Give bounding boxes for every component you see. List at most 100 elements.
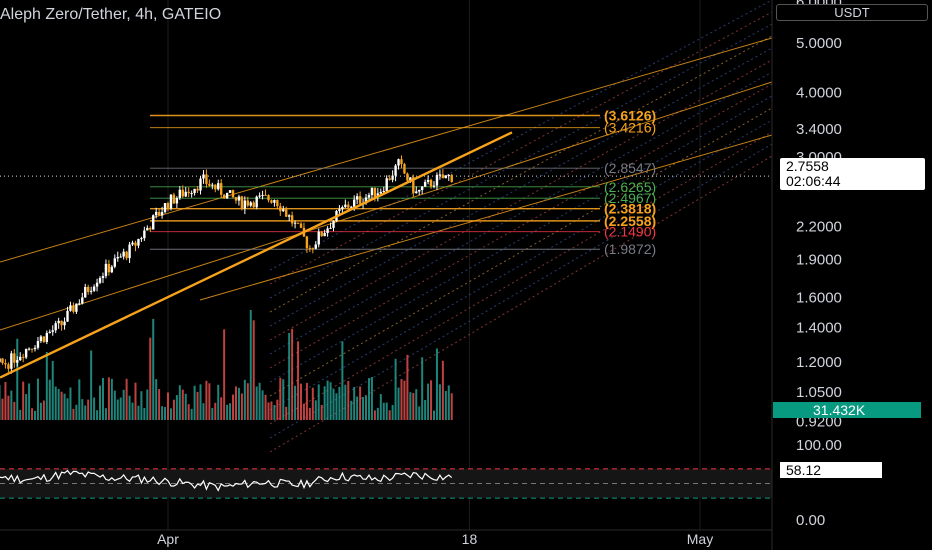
- volume-bar: [16, 338, 19, 420]
- candle-body: [51, 330, 54, 332]
- candle-body: [125, 251, 128, 259]
- volume-bar: [427, 383, 430, 420]
- fib-level-label: (2.8547): [604, 160, 656, 176]
- fib-level-label: (3.4216): [604, 120, 656, 136]
- candle-body: [122, 251, 125, 257]
- volume-bar: [128, 395, 131, 420]
- volume-bar: [311, 387, 314, 420]
- volume-bar: [1, 398, 4, 420]
- candle-body: [84, 286, 87, 298]
- candle-body: [166, 203, 170, 209]
- fib-level-label: (2.6265): [604, 179, 656, 195]
- candle-body: [42, 336, 46, 342]
- candle-body: [131, 242, 134, 245]
- candle-body: [128, 244, 131, 259]
- volume-bar: [264, 394, 267, 420]
- candle-body: [326, 228, 329, 233]
- candle-body: [415, 191, 418, 194]
- volume-bar: [261, 390, 264, 420]
- candle-body: [243, 200, 247, 209]
- candle-body: [426, 179, 430, 182]
- volume-bar: [181, 389, 184, 420]
- candle-body: [1, 358, 4, 364]
- volume-bar: [229, 403, 232, 420]
- candle-body: [154, 211, 158, 216]
- candle-body: [382, 191, 385, 193]
- candle-body: [54, 323, 57, 331]
- candle-body: [202, 174, 205, 179]
- volume-bar: [39, 402, 42, 420]
- candle-body: [279, 206, 282, 212]
- volume-bar: [169, 408, 172, 420]
- candle-body: [290, 215, 294, 224]
- candle-body: [60, 320, 63, 326]
- volume-bar: [125, 378, 128, 420]
- candle-body: [13, 353, 16, 363]
- volume-bar: [45, 351, 48, 420]
- candle-body: [19, 356, 22, 361]
- volume-bar: [158, 389, 161, 420]
- candle-body: [305, 236, 309, 249]
- volume-bar: [96, 410, 99, 420]
- grid-lines: [167, 0, 701, 530]
- candle-body: [187, 191, 190, 194]
- candle-body: [231, 190, 235, 198]
- currency-selector[interactable]: USDT: [776, 4, 928, 21]
- time-axis-label: 18: [462, 531, 478, 547]
- volume-bar: [10, 390, 13, 420]
- volume-bar: [34, 410, 36, 420]
- chart-title: Aleph Zero/Tether, 4h, GATEIO: [0, 6, 222, 23]
- candle-body: [370, 187, 374, 196]
- candle-body: [134, 242, 137, 246]
- volume-bar: [376, 407, 379, 420]
- candle-body: [169, 194, 173, 209]
- candle-body: [385, 178, 388, 192]
- volume-bar: [370, 377, 373, 420]
- price-tick-label: 5.0000: [796, 35, 842, 52]
- volume-bar: [421, 357, 424, 420]
- price-tick-label: 1.9000: [796, 251, 842, 268]
- candle-body: [157, 211, 161, 216]
- candle-body: [78, 303, 81, 305]
- candle-body: [367, 195, 371, 198]
- volume-bar: [249, 310, 252, 420]
- candle-body: [420, 186, 424, 190]
- volume-bar: [187, 404, 190, 420]
- volume-bar: [379, 394, 382, 420]
- candle-body: [258, 195, 261, 197]
- fan-line: [269, 11, 773, 285]
- candle-body: [350, 206, 353, 208]
- trendlines[interactable]: [0, 131, 513, 379]
- candle-body: [282, 209, 285, 212]
- volume-bar: [54, 386, 57, 420]
- volume-bar: [4, 381, 7, 420]
- fib-retracement: (3.6126)(3.4216) (2.8547) (2.6265)(2.4967)…: [0, 108, 772, 257]
- volume-bar: [397, 387, 400, 420]
- volume-bar: [347, 380, 350, 420]
- rsi-pane: [0, 468, 772, 499]
- candle-body: [403, 164, 406, 174]
- volume-bar: [7, 395, 10, 420]
- volume-bar: [57, 388, 60, 420]
- candle-body: [320, 231, 323, 237]
- volume-bar: [362, 397, 365, 420]
- volume-bar: [433, 410, 435, 420]
- volume-bar: [199, 384, 202, 420]
- volume-bar: [146, 389, 149, 420]
- volume-bar: [152, 318, 155, 420]
- candle-body: [412, 177, 415, 194]
- volume-bar: [87, 399, 90, 420]
- candle-body: [113, 258, 116, 267]
- price-tick-label: 2.2000: [796, 218, 842, 235]
- time-axis-label: Apr: [157, 531, 179, 547]
- candle-body: [116, 256, 119, 259]
- candle-body: [270, 200, 273, 203]
- volume-bar: [326, 380, 329, 420]
- candle-body: [36, 341, 40, 348]
- candle-body: [87, 286, 90, 292]
- fan-line: [269, 95, 773, 383]
- candle-body: [264, 194, 267, 196]
- candle-body: [332, 220, 335, 228]
- candle-body: [317, 231, 320, 245]
- candle-body: [140, 238, 143, 240]
